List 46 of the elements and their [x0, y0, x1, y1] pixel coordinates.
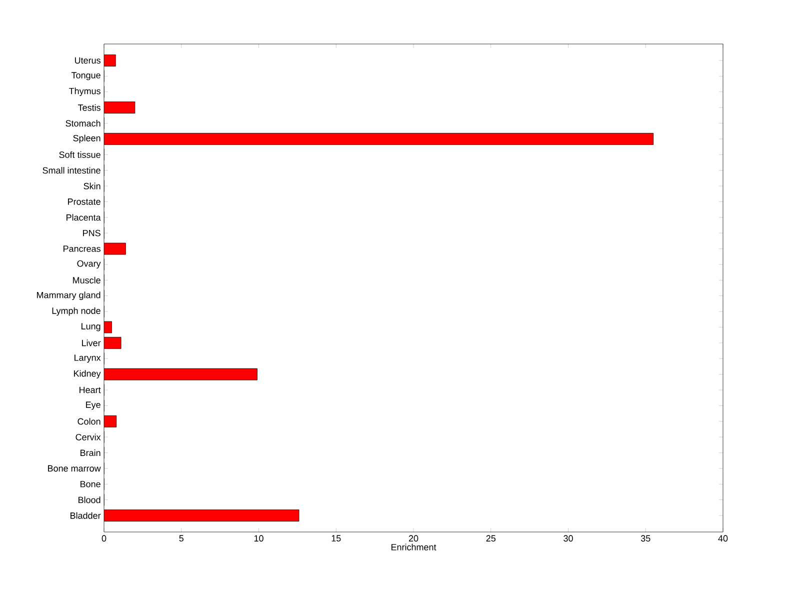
y-tick-label: Mammary gland — [37, 292, 100, 300]
y-tick-label: Cervix — [76, 434, 101, 440]
y-tick-label: Testis — [78, 104, 100, 111]
x-tick-label: 5 — [179, 535, 184, 542]
x-tick-label: 30 — [564, 535, 573, 542]
x-axis-title: Enrichment — [391, 544, 436, 550]
x-tick-label: 20 — [408, 535, 418, 542]
y-tick-label: Larynx — [74, 354, 101, 363]
x-tick-label: 40 — [718, 535, 728, 542]
y-tick-label: Bladder — [70, 512, 101, 519]
x-tick-label: 10 — [254, 535, 264, 542]
y-tick-label: Eye — [86, 402, 100, 410]
y-tick-label: Soft tissue — [59, 151, 100, 158]
y-tick-label: Blood — [78, 496, 100, 504]
x-tick-label: 15 — [332, 535, 341, 542]
y-tick-label: Bone — [80, 480, 100, 488]
y-tick-label: Spleen — [73, 134, 100, 144]
y-tick-label: Colon — [78, 418, 100, 425]
bar — [104, 102, 136, 114]
x-tick-label: 0 — [102, 535, 106, 542]
bar — [104, 336, 122, 349]
y-tick-label: Prostate — [68, 198, 100, 205]
y-tick-label: Ovary — [77, 260, 101, 269]
bar — [104, 510, 300, 522]
y-tick-label: Kidney — [74, 370, 101, 378]
y-tick-label: Lung — [82, 323, 100, 332]
bar — [104, 132, 654, 145]
y-tick-label: Muscle — [73, 276, 100, 284]
y-tick-label: Thymus — [69, 88, 100, 96]
y-tick-label: Placenta — [66, 214, 101, 221]
x-tick-label: 25 — [486, 535, 496, 542]
y-tick-label: Uterus — [74, 57, 100, 64]
y-tick-label: Small intestine — [42, 166, 100, 174]
y-tick-label: PNS — [83, 230, 100, 236]
bar — [104, 368, 258, 380]
y-tick-label: Bone marrow — [48, 465, 101, 472]
y-tick-label: Liver — [82, 340, 101, 346]
y-tick-label: Skin — [84, 182, 100, 190]
y-tick-label: Tongue — [71, 72, 100, 80]
y-tick-label: Heart — [80, 386, 101, 394]
bar — [104, 54, 116, 66]
y-tick-label: Pancreas — [64, 246, 100, 252]
x-tick-label: 35 — [640, 535, 650, 542]
y-tick-label: Stomach — [66, 120, 100, 127]
y-tick-label: Brain — [80, 449, 100, 456]
y-tick-label: Lymph node — [52, 307, 100, 316]
